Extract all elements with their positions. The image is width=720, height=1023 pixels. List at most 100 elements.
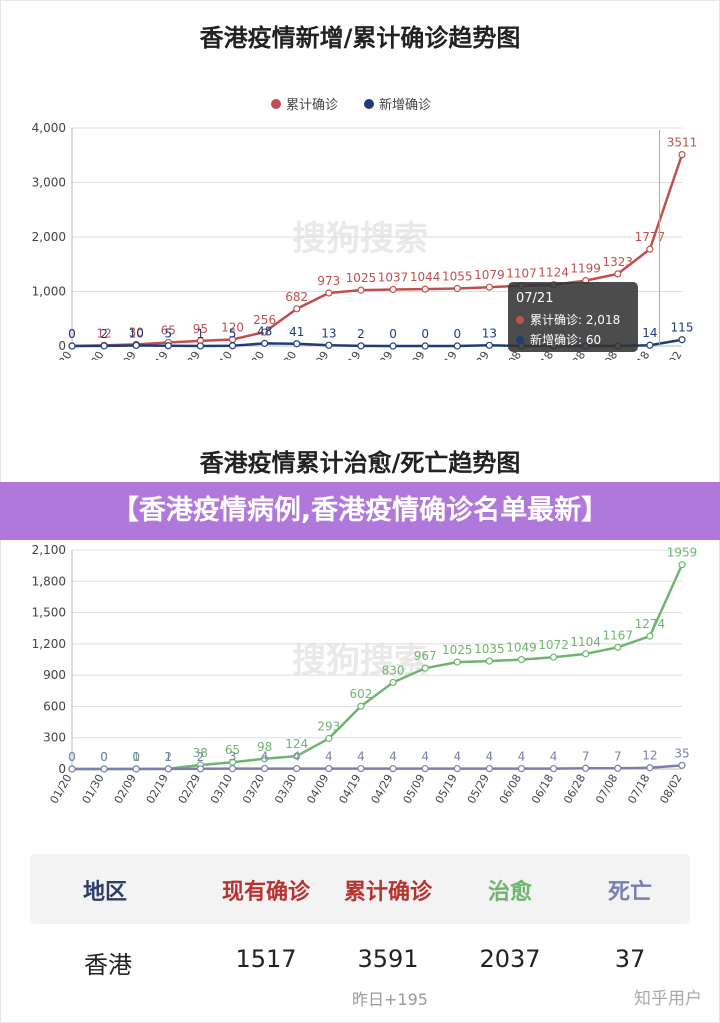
- data-point: [582, 764, 590, 772]
- data-label: 967: [414, 649, 437, 663]
- data-label: 4: [261, 750, 269, 764]
- data-point: [517, 656, 526, 664]
- stats-region-value: 香港: [84, 951, 132, 979]
- data-point: [164, 342, 172, 350]
- x-tick-label: 05/29: [465, 772, 492, 806]
- data-label: 4: [293, 750, 301, 764]
- data-point: [261, 755, 269, 763]
- y-tick-label: 0: [58, 762, 66, 776]
- data-label: 293: [317, 719, 340, 733]
- data-label: 1: [164, 750, 172, 764]
- data-point: [196, 765, 205, 773]
- data-label: 1025: [442, 643, 473, 657]
- data-point: [357, 764, 365, 773]
- data-label: 1: [197, 327, 205, 341]
- stats-header-row: [30, 854, 690, 924]
- x-tick-label: 08/02: [657, 772, 684, 806]
- x-tick-label: 07/18: [625, 349, 652, 360]
- stats-header-confirmed: 累计确诊: [343, 880, 432, 905]
- stats-active-value: 1517: [235, 945, 297, 973]
- x-tick-label: 06/28: [561, 349, 588, 360]
- data-point: [453, 284, 461, 293]
- bottom-chart-title: 香港疫情累计治愈/死亡趋势图: [199, 449, 521, 477]
- data-label: 2: [357, 327, 365, 341]
- data-label: 1035: [474, 642, 505, 656]
- x-tick-label: 03/20: [240, 772, 267, 806]
- data-label: 0: [100, 750, 108, 764]
- top-chart-title: 香港疫情新增/累计确诊趋势图: [199, 24, 521, 52]
- y-tick-label: 3,000: [32, 176, 66, 190]
- data-label: 4: [421, 750, 429, 764]
- data-label: 0: [100, 750, 108, 764]
- tooltip-date: 07/21: [516, 291, 553, 306]
- y-tick-label: 900: [43, 668, 66, 682]
- cases-chart: 搜狗搜索累计确诊新增确诊01,0002,0003,0004,00001/2001…: [32, 97, 698, 360]
- x-tick-label: 07/08: [593, 772, 620, 806]
- data-point: [68, 765, 76, 773]
- data-point: [678, 336, 686, 344]
- data-label: 12: [642, 749, 657, 763]
- data-point: [261, 339, 269, 347]
- data-point: [453, 658, 461, 666]
- data-point: [100, 765, 108, 773]
- tooltip-marker: [516, 316, 524, 324]
- data-label: 65: [161, 323, 176, 337]
- y-tick-label: 1,000: [32, 285, 66, 299]
- data-point: [485, 657, 493, 665]
- data-label: 10: [129, 326, 144, 340]
- data-label: 0: [389, 327, 397, 341]
- data-point: [582, 650, 590, 658]
- data-point: [389, 285, 397, 294]
- tooltip-marker: [516, 336, 524, 344]
- data-label: 1104: [570, 635, 601, 649]
- data-label: 48: [257, 324, 272, 338]
- data-point: [678, 561, 686, 569]
- data-point: [453, 342, 461, 350]
- stats-confirmed-value: 3591: [357, 945, 419, 973]
- data-label: 1072: [538, 638, 569, 652]
- data-point: [389, 764, 397, 773]
- data-label: 4: [518, 750, 526, 764]
- data-label: 120: [221, 320, 244, 334]
- data-point: [646, 245, 654, 253]
- x-tick-label: 06/18: [529, 349, 556, 360]
- data-label: 1037: [378, 270, 409, 284]
- data-label: 13: [482, 326, 497, 340]
- data-point: [389, 342, 397, 350]
- data-point: [261, 328, 269, 336]
- data-label: 1079: [474, 268, 505, 282]
- data-point: [421, 342, 429, 350]
- x-tick-label: 01/30: [80, 349, 107, 360]
- legend-marker: [271, 99, 281, 109]
- x-tick-label: 06/08: [497, 349, 524, 360]
- footer-watermark: 知乎用户: [634, 989, 702, 1009]
- y-tick-label: 4,000: [32, 121, 66, 135]
- data-point: [132, 765, 140, 773]
- legend-label: 新增确诊: [379, 97, 431, 113]
- article-title-banner: 【香港疫情病例,香港疫情确诊名单最新】: [0, 482, 720, 540]
- data-label: 830: [382, 663, 405, 677]
- data-point: [646, 764, 654, 772]
- data-label: 1274: [635, 617, 666, 631]
- data-point: [646, 632, 654, 640]
- legend-marker: [364, 99, 374, 109]
- series-line-0: [71, 154, 684, 348]
- y-tick-label: 1,800: [32, 574, 66, 588]
- data-point: [421, 285, 429, 293]
- data-point: [100, 342, 108, 350]
- y-tick-label: 1,200: [32, 637, 66, 651]
- x-tick-label: 04/09: [304, 349, 331, 360]
- x-tick-label: 06/08: [497, 772, 524, 806]
- data-label: 14: [642, 326, 657, 340]
- data-point: [678, 761, 686, 769]
- x-tick-label: 03/30: [272, 349, 299, 360]
- x-tick-label: 03/10: [208, 349, 235, 360]
- x-tick-label: 02/29: [176, 349, 203, 360]
- data-label: 0: [68, 327, 76, 341]
- y-tick-label: 600: [43, 699, 66, 713]
- data-label: 1167: [603, 628, 634, 642]
- data-point: [389, 678, 397, 687]
- data-label: 115: [671, 321, 694, 335]
- data-point: [614, 270, 622, 278]
